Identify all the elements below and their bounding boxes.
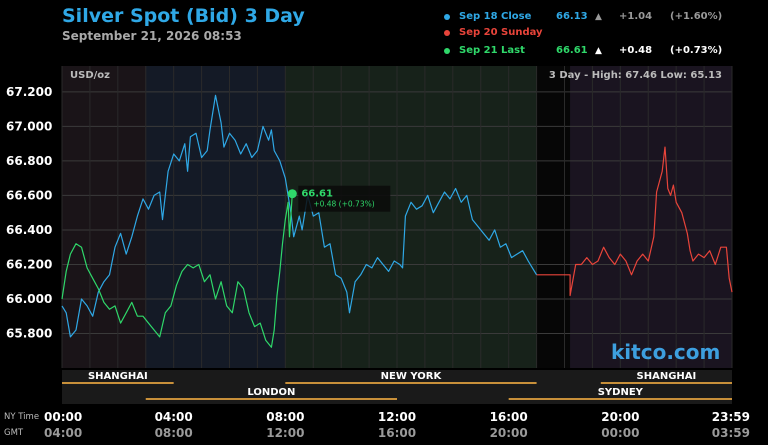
y-tick-label: 66.400 [6, 223, 52, 237]
legend-percent: (+1.60%) [670, 11, 723, 22]
x-tick-gmt: 03:59 [712, 426, 750, 440]
newyork-shading [285, 66, 537, 368]
legend-change: +0.48 [619, 45, 653, 56]
x-tick-gmt: 04:00 [44, 426, 82, 440]
series-line-2 [536, 146, 733, 297]
session-bottom-label: LONDON [247, 387, 295, 398]
x-tick-ny: 20:00 [601, 410, 639, 424]
y-tick-label: 67.200 [6, 85, 52, 99]
series-line-1 [61, 94, 538, 338]
range-summary: 3 Day - High: 67.46 Low: 65.13 [548, 70, 722, 81]
legend-name: Sep 21 Last [459, 45, 525, 56]
x-tick-gmt: 16:00 [378, 426, 416, 440]
ny-time-label: NY Time [4, 412, 39, 422]
session-bottom-label: SYDNEY [598, 387, 644, 398]
sydney-shading [570, 66, 732, 368]
market-closed-shading [536, 66, 571, 368]
legend-percent: (+0.73%) [670, 45, 723, 56]
x-tick-gmt: 08:00 [155, 426, 193, 440]
london-shading [145, 66, 286, 368]
y-tick-label: 67.000 [6, 119, 52, 133]
annotation-box [298, 185, 391, 212]
x-tick-ny: 23:59 [712, 410, 750, 424]
y-tick-label: 65.800 [6, 326, 52, 340]
x-tick-ny: 04:00 [155, 410, 193, 424]
page-subtitle-date: September 21, 2026 08:53 [62, 29, 242, 43]
x-tick-ny: 16:00 [490, 410, 528, 424]
annotation-change: +0.48 (+0.73%) [313, 200, 374, 209]
shanghai-shading [62, 66, 146, 368]
session-top-label: SHANGHAI [637, 371, 697, 382]
legend-name: Sep 20 Sunday [459, 27, 543, 38]
x-tick-gmt: 20:00 [490, 426, 528, 440]
last-price-marker [287, 189, 297, 199]
gmt-label: GMT [4, 428, 24, 438]
x-tick-ny: 00:00 [44, 410, 82, 424]
x-tick-gmt: 00:00 [601, 426, 639, 440]
kitco-logo: kitco.com [611, 340, 721, 364]
legend-dot-icon [444, 30, 450, 36]
annotation-price: 66.61 [301, 189, 333, 200]
x-tick-gmt: 12:00 [266, 426, 304, 440]
legend-arrow-icon: ▲ [595, 46, 602, 56]
x-tick-ny: 12:00 [378, 410, 416, 424]
page-title: Silver Spot (Bid) 3 Day [62, 5, 305, 27]
legend-price: 66.61 [556, 45, 588, 56]
y-tick-label: 66.800 [6, 154, 52, 168]
legend-change: +1.04 [619, 11, 653, 22]
y-tick-label: 66.000 [6, 292, 52, 306]
x-tick-ny: 08:00 [266, 410, 304, 424]
legend-dot-icon [444, 14, 450, 20]
legend-dot-icon [444, 48, 450, 54]
unit-label: USD/oz [70, 70, 110, 81]
y-tick-label: 66.200 [6, 257, 52, 271]
session-top-label: NEW YORK [381, 371, 443, 382]
legend-price: 66.13 [556, 11, 588, 22]
session-top-label: SHANGHAI [88, 371, 148, 382]
y-tick-label: 66.600 [6, 188, 52, 202]
series-line-3 [61, 193, 293, 348]
legend-arrow-icon: ▲ [595, 12, 602, 22]
legend-name: Sep 18 Close [459, 11, 532, 22]
